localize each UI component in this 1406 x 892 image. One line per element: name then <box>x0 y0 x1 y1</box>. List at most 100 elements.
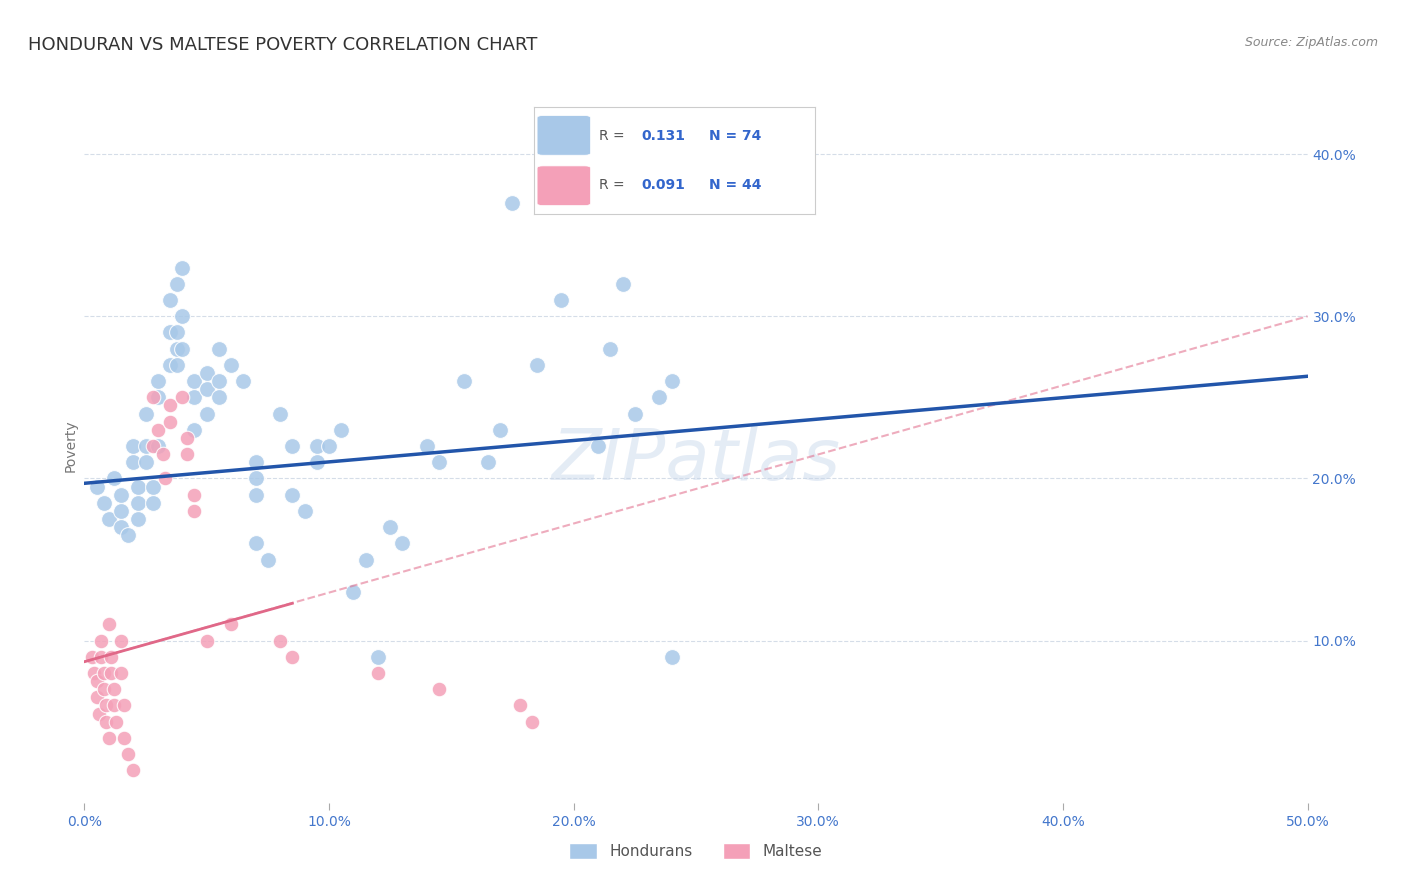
Point <box>135 439 157 453</box>
Point <box>183 390 205 404</box>
Point <box>208 390 231 404</box>
Point <box>219 617 242 632</box>
Text: N = 74: N = 74 <box>709 129 761 143</box>
Point <box>661 374 683 388</box>
Point <box>86 690 108 705</box>
Point <box>127 512 149 526</box>
Point <box>367 666 389 681</box>
Point <box>195 366 218 380</box>
Text: 0.131: 0.131 <box>641 129 685 143</box>
Point <box>122 764 145 778</box>
Point <box>172 310 194 324</box>
Point <box>245 455 267 469</box>
Point <box>550 293 572 307</box>
Point <box>135 407 157 421</box>
Point <box>97 617 120 632</box>
Point <box>142 390 165 404</box>
Point <box>110 504 132 518</box>
Point <box>103 682 125 697</box>
Point <box>489 423 512 437</box>
Point <box>159 399 181 413</box>
Point <box>183 423 205 437</box>
Point <box>96 714 118 729</box>
Point <box>146 374 169 388</box>
Point <box>648 390 671 404</box>
Point <box>96 698 118 713</box>
Point <box>87 706 110 721</box>
Point <box>183 488 205 502</box>
Point <box>380 520 402 534</box>
Point <box>110 633 132 648</box>
Point <box>146 439 169 453</box>
Point <box>110 666 132 681</box>
Point <box>103 698 125 713</box>
Point <box>281 649 304 664</box>
Point <box>146 390 169 404</box>
Point <box>93 666 115 681</box>
Point <box>342 585 364 599</box>
Text: R =: R = <box>599 178 624 192</box>
Point <box>159 293 181 307</box>
Point <box>176 447 198 461</box>
Point <box>183 374 205 388</box>
Point <box>159 358 181 372</box>
Point <box>110 520 132 534</box>
Point <box>219 358 242 372</box>
Point <box>142 496 165 510</box>
Point <box>172 260 194 275</box>
Point <box>208 342 231 356</box>
Point <box>97 512 120 526</box>
Point <box>142 479 165 493</box>
Point <box>477 455 499 469</box>
Point <box>318 439 340 453</box>
Point <box>612 277 634 291</box>
Point <box>159 415 181 429</box>
Point <box>105 714 128 729</box>
Point <box>83 666 105 681</box>
Point <box>281 439 304 453</box>
Point <box>294 504 316 518</box>
Y-axis label: Poverty: Poverty <box>63 420 77 472</box>
Point <box>232 374 254 388</box>
Point <box>520 714 543 729</box>
Point <box>166 326 188 340</box>
Point <box>153 471 176 485</box>
Point <box>661 649 683 664</box>
Point <box>281 488 304 502</box>
Point <box>208 374 231 388</box>
Point <box>152 447 174 461</box>
Point <box>427 455 450 469</box>
Point <box>624 407 647 421</box>
Point <box>93 496 115 510</box>
Point <box>117 528 139 542</box>
Point <box>122 455 145 469</box>
Point <box>112 698 135 713</box>
Point <box>269 407 291 421</box>
Point <box>159 326 181 340</box>
Point <box>416 439 439 453</box>
Text: ZIPatlas: ZIPatlas <box>551 425 841 495</box>
Point <box>166 342 188 356</box>
Point <box>80 649 103 664</box>
Text: N = 44: N = 44 <box>709 178 761 192</box>
Point <box>86 674 108 689</box>
Point <box>305 455 328 469</box>
Point <box>269 633 291 648</box>
Text: HONDURAN VS MALTESE POVERTY CORRELATION CHART: HONDURAN VS MALTESE POVERTY CORRELATION … <box>28 36 537 54</box>
Point <box>509 698 531 713</box>
Point <box>127 479 149 493</box>
Point <box>127 496 149 510</box>
Point <box>354 552 377 566</box>
Point <box>245 488 267 502</box>
Point <box>391 536 413 550</box>
Text: R =: R = <box>599 129 624 143</box>
Point <box>176 431 198 445</box>
Point <box>305 439 328 453</box>
Point <box>135 455 157 469</box>
Point <box>172 390 194 404</box>
Point <box>110 488 132 502</box>
Point <box>367 649 389 664</box>
Legend: Hondurans, Maltese: Hondurans, Maltese <box>562 835 830 866</box>
Point <box>195 633 218 648</box>
Point <box>453 374 475 388</box>
